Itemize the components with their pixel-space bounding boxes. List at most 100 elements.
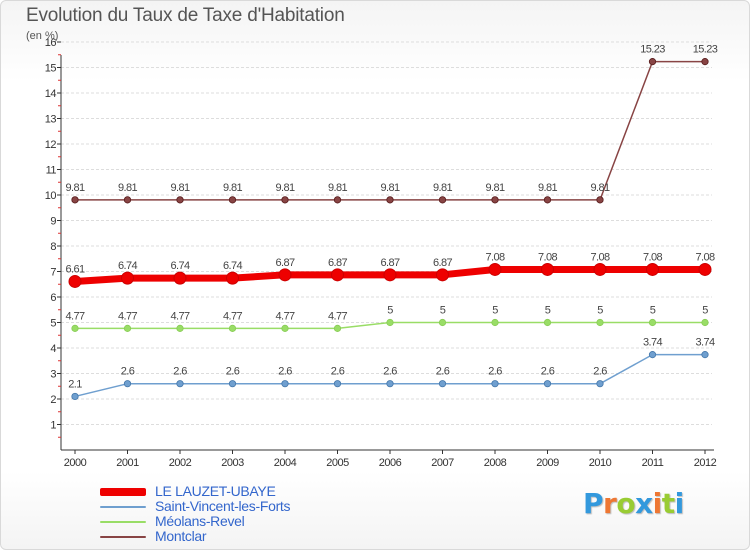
data-label: 6.87 [433,257,452,269]
x-tick-label: 2012 [694,457,717,469]
y-tick-label: 16 [45,37,57,49]
data-point [596,380,604,388]
data-label: 2.6 [331,366,345,378]
data-point [68,274,82,288]
legend-label: Montclar [155,528,207,544]
data-point [176,324,184,332]
x-tick-label: 2009 [536,457,559,469]
x-tick-label: 2001 [116,457,139,469]
data-point [543,380,552,388]
logo-letter: t [661,487,675,520]
legend-label: LE LAUZET-UBAYE [155,483,276,499]
data-label: 5 [492,305,498,317]
data-label: 5 [440,305,446,317]
data-label: 2.6 [436,366,450,378]
logo-letter: o [616,487,636,520]
y-axis-unit-label: (en %) [26,30,59,42]
data-point [176,196,184,204]
data-label: 7.08 [695,251,714,263]
x-tick-label: 2004 [274,457,297,469]
y-tick-label: 12 [45,139,57,151]
legend-item: Montclar [100,529,290,544]
data-point [281,196,289,204]
data-label: 6.87 [328,257,347,269]
data-label: 9.81 [328,182,347,194]
y-tick-label: 15 [45,63,57,75]
y-tick-label: 5 [50,318,56,330]
data-label: 9.81 [118,182,137,194]
series-line-3 [74,60,706,201]
data-label: 2.6 [173,366,187,378]
legend-item: Méolans-Revel [100,514,290,529]
data-label: 3.74 [643,337,662,349]
data-label: 2.1 [68,378,82,390]
data-point [228,324,237,332]
data-point [71,392,79,401]
data-label: 7.08 [485,251,504,263]
data-label: 5 [702,305,708,317]
data-labels: 6.61 6.74 6.74 6.74 6.87 6.87 6.87 6.87 7.08 7.08… [65,44,718,391]
legend-swatch [100,520,146,523]
data-label: 6.74 [170,260,189,272]
y-tick-label: 9 [50,216,56,228]
legend-item: LE LAUZET-UBAYE [100,484,290,499]
data-label: 4.77 [328,310,347,322]
data-point [333,380,342,388]
data-point [491,318,499,327]
data-label: 15.23 [693,44,718,56]
data-label: 15.23 [640,44,665,56]
data-label: 2.6 [488,366,502,378]
y-tick-label: 14 [45,88,57,100]
data-label: 9.81 [65,182,84,194]
data-point [436,268,449,282]
data-point [646,262,659,276]
data-point [386,318,394,327]
data-label: 9.81 [170,182,189,194]
data-point [228,196,237,204]
legend-label: Méolans-Revel [155,513,245,529]
data-label: 2.6 [226,366,240,378]
data-point [121,271,134,285]
data-point [438,196,447,204]
data-label: 4.77 [275,310,294,322]
y-tick-label: 8 [50,241,56,253]
legend-swatch [100,535,146,538]
data-label: 3.74 [695,337,714,349]
y-tick-label: 11 [46,165,57,177]
data-point [541,262,554,276]
data-point [386,380,394,388]
x-tick-label: 2000 [64,457,87,469]
data-point [543,318,552,327]
data-label: 9.81 [223,182,242,194]
legend-item: Saint-Vincent-les-Forts [100,499,291,514]
data-label: 6.74 [223,260,242,272]
data-label: 2.6 [278,366,292,378]
y-tick-label: 7 [50,267,56,279]
data-point [333,324,342,332]
data-point [698,262,712,276]
data-label: 5 [597,305,603,317]
data-point [333,196,342,204]
data-point [701,351,709,359]
data-point [701,58,709,66]
x-tick-label: 2008 [484,457,507,469]
data-label: 6.74 [118,260,137,272]
data-label: 2.6 [121,366,135,378]
logo-letter: r [603,487,617,520]
logo-letter: P [583,487,604,520]
data-point [386,196,394,204]
data-label: 2.6 [383,366,397,378]
grid-lines [61,41,712,425]
data-label: 9.81 [433,182,452,194]
data-label: 5 [387,305,393,317]
data-point [701,318,709,327]
logo-letter: i [652,487,663,520]
x-tick-label: 2005 [326,457,349,469]
data-point [226,271,239,285]
data-point [281,380,289,388]
legend-swatch [100,487,146,496]
y-tick-label: 1 [50,420,56,432]
data-point [648,58,657,66]
proxiti-logo: Proxiti [583,487,684,520]
